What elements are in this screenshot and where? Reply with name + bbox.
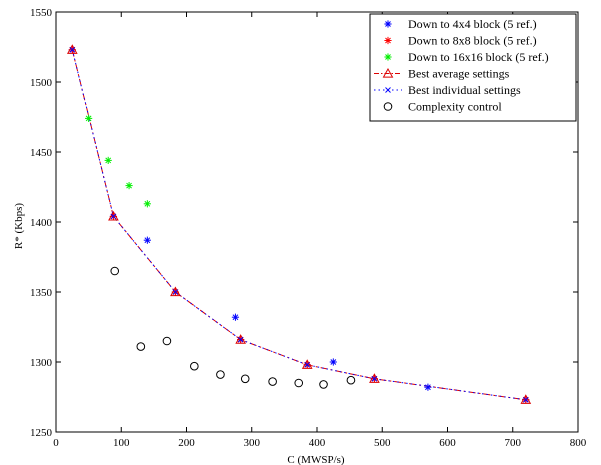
x-tick-label: 800 xyxy=(570,437,587,449)
data-point-triangle xyxy=(108,210,119,221)
legend-marker xyxy=(384,53,392,61)
legend-marker xyxy=(382,67,394,78)
legend-marker xyxy=(384,36,392,45)
data-point-triangle xyxy=(170,286,181,297)
axis-ticks: 0 100 200 300 400 500 600 700 800 1250 1300 1350 140… xyxy=(30,7,587,449)
data-point-triangle xyxy=(520,394,532,404)
y-tick-label: 1550 xyxy=(30,7,53,19)
data-point-circle xyxy=(319,380,328,389)
x-axis-label: C (MWSP/s) xyxy=(287,454,344,465)
data-point-circle xyxy=(294,378,304,388)
data-point-asterisk xyxy=(329,358,337,366)
legend-label: Down to 8x8 block (5 ref.) xyxy=(408,34,537,48)
data-point-x xyxy=(238,336,244,343)
data-point-asterisk xyxy=(231,313,240,321)
data-point-circle xyxy=(346,375,356,385)
data-point-asterisk xyxy=(85,114,93,122)
data-point-circle xyxy=(162,336,172,346)
data-point-triangle xyxy=(235,334,247,344)
data-point-x xyxy=(523,397,529,403)
legend-label: Complexity control xyxy=(408,100,502,114)
data-point-asterisk xyxy=(424,383,432,391)
legend-marker xyxy=(384,20,392,28)
y-tick-label: 1400 xyxy=(30,217,53,229)
y-tick-label: 1300 xyxy=(30,357,53,369)
data-point-circle xyxy=(110,266,120,276)
data-point-asterisk xyxy=(125,182,133,190)
data-point-triangle xyxy=(66,44,78,54)
data-point-x xyxy=(69,47,75,53)
data-point-circle xyxy=(240,374,250,384)
data-point-x xyxy=(110,213,117,220)
y-tick-label: 1500 xyxy=(30,77,53,89)
x-tick-label: 200 xyxy=(178,437,195,449)
y-tick-label: 1250 xyxy=(30,427,53,439)
legend-label: Best individual settings xyxy=(408,83,521,97)
data-point-triangle xyxy=(369,373,380,383)
legend-marker xyxy=(385,87,391,93)
data-point-circle xyxy=(190,361,199,371)
data-point-circle xyxy=(216,370,225,379)
x-tick-label: 600 xyxy=(439,437,456,449)
legend-label: Down to 4x4 block (5 ref.) xyxy=(408,17,537,31)
legend-label: Down to 16x16 block (5 ref.) xyxy=(408,50,549,64)
data-point-x xyxy=(304,362,310,368)
y-tick-label: 1450 xyxy=(30,147,53,159)
data-point-asterisk xyxy=(143,200,151,208)
x-tick-label: 0 xyxy=(53,437,59,449)
x-tick-label: 700 xyxy=(505,437,522,449)
legend-box xyxy=(369,13,577,122)
data-point-circle xyxy=(268,377,277,386)
x-tick-label: 500 xyxy=(374,437,391,449)
legend-marker xyxy=(383,102,393,111)
series-points xyxy=(66,44,532,404)
x-tick-label: 400 xyxy=(309,437,326,449)
data-point-x xyxy=(371,376,378,382)
legend: Down to 4x4 block (5 ref.) Down to 8x8 bl… xyxy=(369,13,577,122)
y-tick-label: 1350 xyxy=(30,287,53,299)
data-point-asterisk xyxy=(104,156,112,164)
data-point-x xyxy=(172,289,179,295)
y-axis-label: R* (Kbps) xyxy=(13,203,25,249)
x-tick-label: 300 xyxy=(244,437,261,449)
data-point-circle xyxy=(136,342,146,351)
data-point-asterisk xyxy=(143,236,151,244)
x-tick-label: 100 xyxy=(113,437,130,449)
legend-label: Best average settings xyxy=(408,67,510,81)
data-point-triangle xyxy=(301,359,313,369)
